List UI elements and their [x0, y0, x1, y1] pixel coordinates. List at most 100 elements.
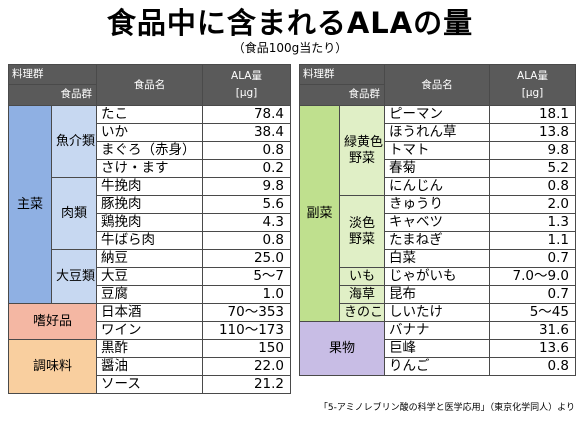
ala-value: 31.6 — [489, 321, 576, 340]
ala-value: 1.3 — [489, 213, 576, 232]
food-group-header: 食品群 — [51, 84, 97, 106]
food-name: 黒酢 — [96, 339, 203, 358]
ala-label: ALA量 — [517, 70, 548, 82]
table-row: 豚挽肉 5.6 — [9, 195, 291, 214]
food-group-header: 食品群 — [339, 84, 385, 106]
food-name: まぐろ（赤身） — [96, 141, 203, 160]
ala-value: 0.8 — [202, 141, 291, 160]
food-name: ソース — [96, 375, 203, 394]
food-name: 鶏挽肉 — [96, 213, 203, 232]
table-row: ワイン 110〜173 — [9, 321, 291, 340]
ala-value: 0.8 — [489, 177, 576, 196]
food-name: 醤油 — [96, 357, 203, 376]
ala-value: 70〜353 — [202, 303, 291, 322]
table-row: きのこ しいたけ 5〜45 — [300, 303, 576, 322]
food-name: たまねぎ — [384, 231, 490, 250]
table-row: いも じゃがいも 7.0〜9.0 — [300, 267, 576, 286]
food-name: 納豆 — [96, 249, 203, 268]
ala-value: 21.2 — [202, 375, 291, 394]
header-spacer — [8, 84, 52, 106]
ala-value: 13.6 — [489, 339, 576, 358]
group-seasoning: 調味料 — [8, 339, 97, 394]
food-name: ほうれん草 — [384, 123, 490, 142]
table-row: ソース 21.2 — [9, 375, 291, 394]
ala-label: ALA量 — [231, 70, 262, 82]
food-name: ワイン — [96, 321, 203, 340]
header-row: 食品群 — [8, 84, 291, 106]
group-potato: いも — [339, 267, 385, 286]
food-name: 昆布 — [384, 285, 490, 304]
table-row: たまねぎ 1.1 — [300, 231, 576, 250]
cuisine-group-header: 料理群 — [8, 64, 97, 85]
ala-value: 150 — [202, 339, 291, 358]
food-name: にんじん — [384, 177, 490, 196]
group-green-yellow-veg-line1: 緑黄色 — [344, 134, 384, 150]
ala-value: 0.2 — [202, 159, 291, 178]
table-row: 副菜 緑黄色 野菜 ピーマン 18.1 — [299, 105, 576, 322]
food-name-header: 食品名 — [384, 64, 490, 106]
ala-unit: [μg] — [521, 87, 544, 99]
ala-value: 0.7 — [489, 249, 576, 268]
ala-value: 0.8 — [202, 231, 291, 250]
food-name: きゅうり — [384, 195, 490, 214]
ala-value: 18.1 — [489, 105, 576, 124]
group-meat: 肉類 — [51, 177, 97, 250]
group-light-veg-line2: 野菜 — [348, 231, 375, 247]
food-name-header: 食品名 — [96, 64, 203, 106]
ala-value: 1.1 — [489, 231, 576, 250]
food-name: 巨峰 — [384, 339, 490, 358]
ala-value: 5.6 — [202, 195, 291, 214]
ala-value: 5〜7 — [202, 267, 291, 286]
food-name: 日本酒 — [96, 303, 203, 322]
food-name: トマト — [384, 141, 490, 160]
ala-value: 4.3 — [202, 213, 291, 232]
header-row: 料理群 食品名 ALA量 [μg] — [8, 64, 291, 106]
table-row: トマト 9.8 — [300, 141, 576, 160]
ala-value: 9.8 — [202, 177, 291, 196]
page-subtitle: （食品100g当たり） — [232, 41, 348, 55]
table-row: 嗜好品 日本酒 70〜353 — [8, 303, 291, 340]
source-citation: 「5-アミノレブリン酸の科学と医学応用」（東京化学同人）より — [318, 403, 575, 413]
group-mushroom: きのこ — [339, 303, 385, 322]
ala-value: 38.4 — [202, 123, 291, 142]
table-row: キャベツ 1.3 — [300, 213, 576, 232]
group-side-dish: 副菜 — [299, 105, 340, 322]
header-row: 食品群 — [299, 84, 576, 106]
food-name: キャベツ — [384, 213, 490, 232]
ala-amount-header: ALA量 [μg] — [489, 64, 576, 106]
group-fruit: 果物 — [299, 321, 385, 376]
food-name: しいたけ — [384, 303, 490, 322]
table-row: まぐろ（赤身） 0.8 — [9, 141, 291, 160]
table-row: 果物 バナナ 31.6 — [299, 321, 576, 376]
ala-value: 5.2 — [489, 159, 576, 178]
group-seaweed: 海草 — [339, 285, 385, 304]
ala-value: 25.0 — [202, 249, 291, 268]
food-name: 牛ばら肉 — [96, 231, 203, 250]
table-row: りんご 0.8 — [300, 357, 576, 376]
left-ala-table: 料理群 食品名 ALA量 [μg] 食品群 主菜 魚介類 たこ 78.4 いか … — [8, 64, 291, 394]
table-row: 淡色 野菜 きゅうり 2.0 — [300, 195, 576, 268]
food-name: 牛挽肉 — [96, 177, 203, 196]
ala-value: 0.8 — [489, 357, 576, 376]
table-row: 海草 昆布 0.7 — [300, 285, 576, 304]
cuisine-group-header: 料理群 — [299, 64, 385, 85]
ala-value: 0.7 — [489, 285, 576, 304]
ala-unit: [μg] — [235, 87, 258, 99]
group-luxury: 嗜好品 — [8, 303, 97, 340]
table-row: 主菜 魚介類 たこ 78.4 — [8, 105, 291, 304]
table-row: 牛ばら肉 0.8 — [9, 231, 291, 250]
ala-value: 22.0 — [202, 357, 291, 376]
ala-value: 2.0 — [489, 195, 576, 214]
ala-value: 78.4 — [202, 105, 291, 124]
ala-value: 5〜45 — [489, 303, 576, 322]
group-soy: 大豆類 — [51, 249, 97, 304]
group-light-veg: 淡色 野菜 — [339, 195, 385, 268]
table-row: 豆腐 1.0 — [9, 285, 291, 304]
page-title: 食品中に含まれるALAの量 — [106, 6, 474, 40]
ala-value: 13.8 — [489, 123, 576, 142]
header-spacer — [299, 84, 340, 106]
food-name: 春菊 — [384, 159, 490, 178]
group-green-yellow-veg-line2: 野菜 — [348, 150, 375, 166]
ala-value: 7.0〜9.0 — [489, 267, 576, 286]
food-name: りんご — [384, 357, 490, 376]
